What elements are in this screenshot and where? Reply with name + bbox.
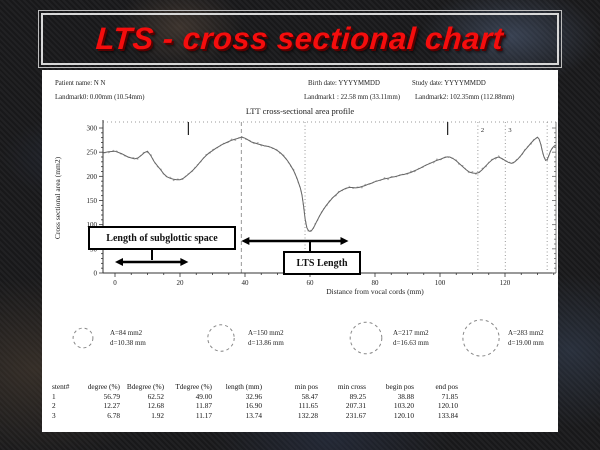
table-cell: 133.84 bbox=[437, 410, 458, 420]
table-cell: 49.00 bbox=[195, 391, 212, 401]
table-cell: 120.10 bbox=[393, 410, 414, 420]
circle-area-value: A=217 mm2 bbox=[393, 329, 429, 337]
circle-area-value: A=283 mm2 bbox=[508, 329, 544, 337]
circle-area-value: A=84 mm2 bbox=[110, 329, 143, 337]
table-cell: 231.67 bbox=[345, 410, 366, 420]
table-cell: 11.87 bbox=[195, 401, 212, 410]
table-header-cell: min pos bbox=[294, 382, 318, 391]
y-tick-label: 300 bbox=[87, 125, 98, 133]
title-inner-frame: LTS - cross sectional chart bbox=[41, 13, 559, 65]
y-tick-label: 0 bbox=[94, 270, 98, 278]
dashed-circle-icon bbox=[349, 321, 383, 355]
patient-name-label: Patient name: N N bbox=[55, 80, 106, 87]
table-header-cell: min cross bbox=[337, 382, 366, 391]
arrowhead-right bbox=[180, 258, 189, 266]
table-cell: 120.10 bbox=[437, 401, 458, 410]
table-cell: 32.96 bbox=[245, 391, 262, 401]
circle-area-value: A=150 mm2 bbox=[248, 329, 284, 337]
circle-values: A=283 mm2 d=19.00 mm bbox=[508, 328, 544, 348]
x-tick-label: 60 bbox=[307, 279, 315, 287]
landmark2-label: Landmark2: 102.35mm (112.88mm) bbox=[415, 94, 515, 101]
smoothed-area-curve bbox=[103, 136, 557, 232]
table-cell: 56.79 bbox=[103, 391, 120, 401]
y-axis-title: Cross sectional area (mm2) bbox=[53, 156, 62, 239]
chart-panel: Patient name: N N Birth date: YYYYMMDD S… bbox=[42, 70, 558, 432]
circle-diameter-value: d=10.38 mm bbox=[110, 339, 146, 347]
table-cell: 103.20 bbox=[393, 401, 414, 410]
x-tick-label: 20 bbox=[177, 279, 185, 287]
table-cell: 38.88 bbox=[397, 391, 414, 401]
circle-values: A=150 mm2 d=13.86 mm bbox=[248, 328, 284, 348]
table-cell: 1 bbox=[52, 391, 56, 401]
circle-measurement: A=84 mm2 d=10.38 mm bbox=[62, 316, 146, 360]
circle-measurement: A=217 mm2 d=16.63 mm bbox=[345, 316, 429, 360]
x-tick-label: 0 bbox=[113, 279, 117, 287]
x-tick-label: 120 bbox=[500, 279, 511, 287]
reference-line-label: 3 bbox=[508, 127, 511, 134]
x-axis-title: Distance from vocal cords (mm) bbox=[326, 287, 424, 296]
table-cell: 2 bbox=[52, 401, 56, 410]
table-header-cell: length (mm) bbox=[225, 382, 262, 391]
table-cell: 71.85 bbox=[441, 391, 458, 401]
circle-values: A=84 mm2 d=10.38 mm bbox=[110, 328, 146, 348]
table-cell: 13.74 bbox=[245, 410, 262, 420]
table-cell: 207.31 bbox=[345, 401, 366, 410]
table-header-cell: begin pos bbox=[385, 382, 414, 391]
subglottic-space-label-box: Length of subglottic space bbox=[88, 226, 236, 250]
circle-values: A=217 mm2 d=16.63 mm bbox=[393, 328, 429, 348]
study-date-label: Study date: YYYYMMDD bbox=[412, 80, 486, 87]
lts-length-label-box: LTS Length bbox=[283, 251, 361, 275]
birth-date-label: Birth date: YYYYMMDD bbox=[308, 80, 380, 87]
table-cell: 132.28 bbox=[297, 410, 318, 420]
table-header-cell: Tdegree (%) bbox=[175, 382, 212, 391]
dashed-circle-icon bbox=[462, 319, 500, 357]
reference-line-label: 2 bbox=[481, 127, 484, 134]
y-tick-label: 250 bbox=[87, 149, 98, 157]
table-cell: 58.47 bbox=[301, 391, 318, 401]
arrowhead-left bbox=[241, 237, 250, 245]
table-header-cell: degree (%) bbox=[87, 382, 120, 391]
slide-title: LTS - cross sectional chart bbox=[95, 21, 505, 56]
x-tick-label: 80 bbox=[372, 279, 380, 287]
chart-title: LTT cross-sectional area profile bbox=[245, 106, 355, 116]
circle-diameter-value: d=13.86 mm bbox=[248, 339, 284, 347]
table-cell: 111.65 bbox=[298, 401, 318, 410]
table-cell: 11.17 bbox=[195, 410, 212, 420]
title-box: LTS - cross sectional chart bbox=[38, 10, 562, 68]
y-tick-label: 200 bbox=[87, 173, 98, 181]
area-profile-chart: 23050100150200250300020406080100120Dista… bbox=[53, 120, 557, 296]
circle-measurement: A=150 mm2 d=13.86 mm bbox=[200, 316, 284, 360]
table-header-cell: Bdegree (%) bbox=[126, 382, 164, 391]
table-header-cell: stent# bbox=[52, 382, 70, 391]
circle-measurement: A=283 mm2 d=19.00 mm bbox=[460, 316, 544, 360]
arrowhead-right bbox=[340, 237, 349, 245]
table-cell: 3 bbox=[52, 410, 56, 420]
circle-diameter-value: d=19.00 mm bbox=[508, 339, 544, 347]
table-cell: 1.92 bbox=[151, 410, 164, 420]
measured-area-curve bbox=[103, 135, 557, 233]
dashed-circle-icon bbox=[72, 327, 94, 349]
table-cell: 89.25 bbox=[349, 391, 366, 401]
table-header-cell: end pos bbox=[435, 382, 459, 391]
stent-table: stent# degree (%) Bdegree (%) Tdegree (%) le… bbox=[50, 382, 460, 420]
table-cell: 12.27 bbox=[103, 401, 120, 410]
landmark0-label: Landmark0: 0.00mm (10.54mm) bbox=[55, 94, 145, 101]
x-tick-label: 40 bbox=[242, 279, 250, 287]
table-cell: 16.90 bbox=[245, 401, 262, 410]
arrowhead-left bbox=[115, 258, 123, 266]
y-tick-label: 100 bbox=[87, 221, 98, 229]
table-cell: 6.78 bbox=[107, 410, 120, 420]
circle-diameter-value: d=16.63 mm bbox=[393, 339, 429, 347]
table-cell: 62.52 bbox=[147, 391, 164, 401]
dashed-circle-icon bbox=[207, 324, 235, 352]
x-tick-label: 100 bbox=[435, 279, 446, 287]
y-tick-label: 150 bbox=[87, 197, 98, 205]
landmark1-label: Landmark1 : 22.58 mm (33.11mm) bbox=[304, 94, 401, 101]
table-cell: 12.68 bbox=[147, 401, 164, 410]
